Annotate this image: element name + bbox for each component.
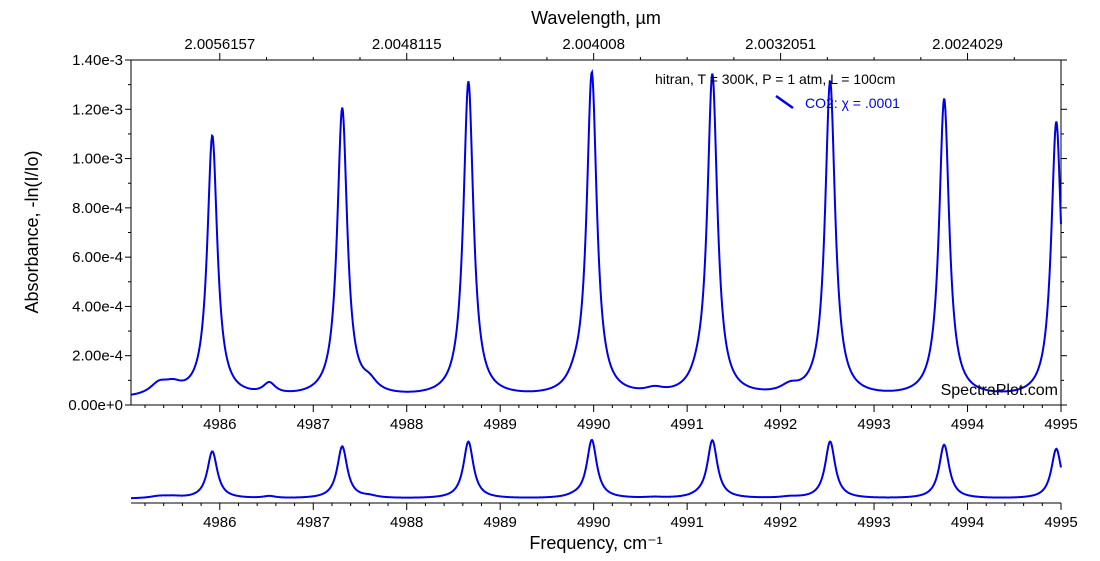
x-tick-label: 4992 xyxy=(764,416,797,433)
y-tick-label: 6.00e-4 xyxy=(72,249,123,266)
x-tick-label: 4994 xyxy=(951,416,984,433)
overview-x-tick-label: 4986 xyxy=(203,514,236,531)
x-tick-label: 4987 xyxy=(297,416,330,433)
y-tick-label: 8.00e-4 xyxy=(72,200,123,217)
overview-x-tick-label: 4992 xyxy=(764,514,797,531)
x-tick-label: 4995 xyxy=(1044,416,1077,433)
y-tick-label: 1.00e-3 xyxy=(72,151,123,168)
watermark: SpectraPlot.com xyxy=(941,382,1058,399)
conditions-annotation: hitran, T = 300K, P = 1 atm, L = 100cm xyxy=(655,71,895,87)
overview-x-tick-label: 4988 xyxy=(390,514,423,531)
co2-overview-line xyxy=(130,438,1062,500)
top-axis-ticks: 2.0056157 2.0048115 2.004008 2.0032051 2.002… xyxy=(184,36,1015,60)
top-tick-label: 2.0048115 xyxy=(372,36,442,53)
top-tick-label: 2.0056157 xyxy=(184,36,255,53)
top-axis-title: Wavelength, µm xyxy=(531,8,661,28)
legend-line xyxy=(775,94,794,110)
overview-x-tick-label: 4990 xyxy=(577,514,610,531)
y-tick-label: 1.40e-3 xyxy=(72,52,123,69)
x-tick-label: 4988 xyxy=(390,416,423,433)
x-axis-title: Frequency, cm⁻¹ xyxy=(529,533,662,553)
top-tick-label: 2.004008 xyxy=(562,36,625,53)
main-plot: 0.00e+0 2.00e-4 4.00e-4 6.00e-4 8.00e-4 1.00e… xyxy=(68,36,1077,433)
x-tick-label: 4993 xyxy=(857,416,890,433)
x-tick-label: 4986 xyxy=(203,416,236,433)
overview-x-tick-label: 4987 xyxy=(297,514,330,531)
y-tick-label: 0.00e+0 xyxy=(68,397,123,414)
co2-absorbance-line xyxy=(130,69,1062,396)
y-tick-label: 1.20e-3 xyxy=(72,101,123,118)
top-tick-label: 2.0024029 xyxy=(932,36,1003,53)
legend-label: CO2: χ = .0001 xyxy=(805,95,900,111)
overview-x-tick-label: 4989 xyxy=(484,514,517,531)
overview-x-tick-label: 4995 xyxy=(1044,514,1077,531)
y-axis-title: Absorbance, -ln(I/Io) xyxy=(22,150,42,313)
y-tick-label: 4.00e-4 xyxy=(72,298,123,315)
x-tick-label: 4989 xyxy=(484,416,517,433)
overview-x-tick-label: 4993 xyxy=(857,514,890,531)
overview-x-tick-label: 4991 xyxy=(670,514,703,531)
x-axis-ticks-overview: 4986 4987 4988 4989 4990 4991 4992 4993 4994 4995 xyxy=(144,503,1078,531)
top-tick-label: 2.0032051 xyxy=(745,36,816,53)
x-tick-label: 4991 xyxy=(670,416,703,433)
overview-x-tick-label: 4994 xyxy=(951,514,984,531)
overview-plot: 4986 4987 4988 4989 4990 4991 4992 4993 4994 4995 xyxy=(130,438,1078,531)
y-tick-label: 2.00e-4 xyxy=(72,348,123,365)
x-axis-ticks-main: 4986 4987 4988 4989 4990 4991 4992 4993 4994 4995 xyxy=(144,405,1078,433)
x-tick-label: 4990 xyxy=(577,416,610,433)
y-axis-ticks: 0.00e+0 2.00e-4 4.00e-4 6.00e-4 8.00e-4 1.00e… xyxy=(68,52,1067,414)
